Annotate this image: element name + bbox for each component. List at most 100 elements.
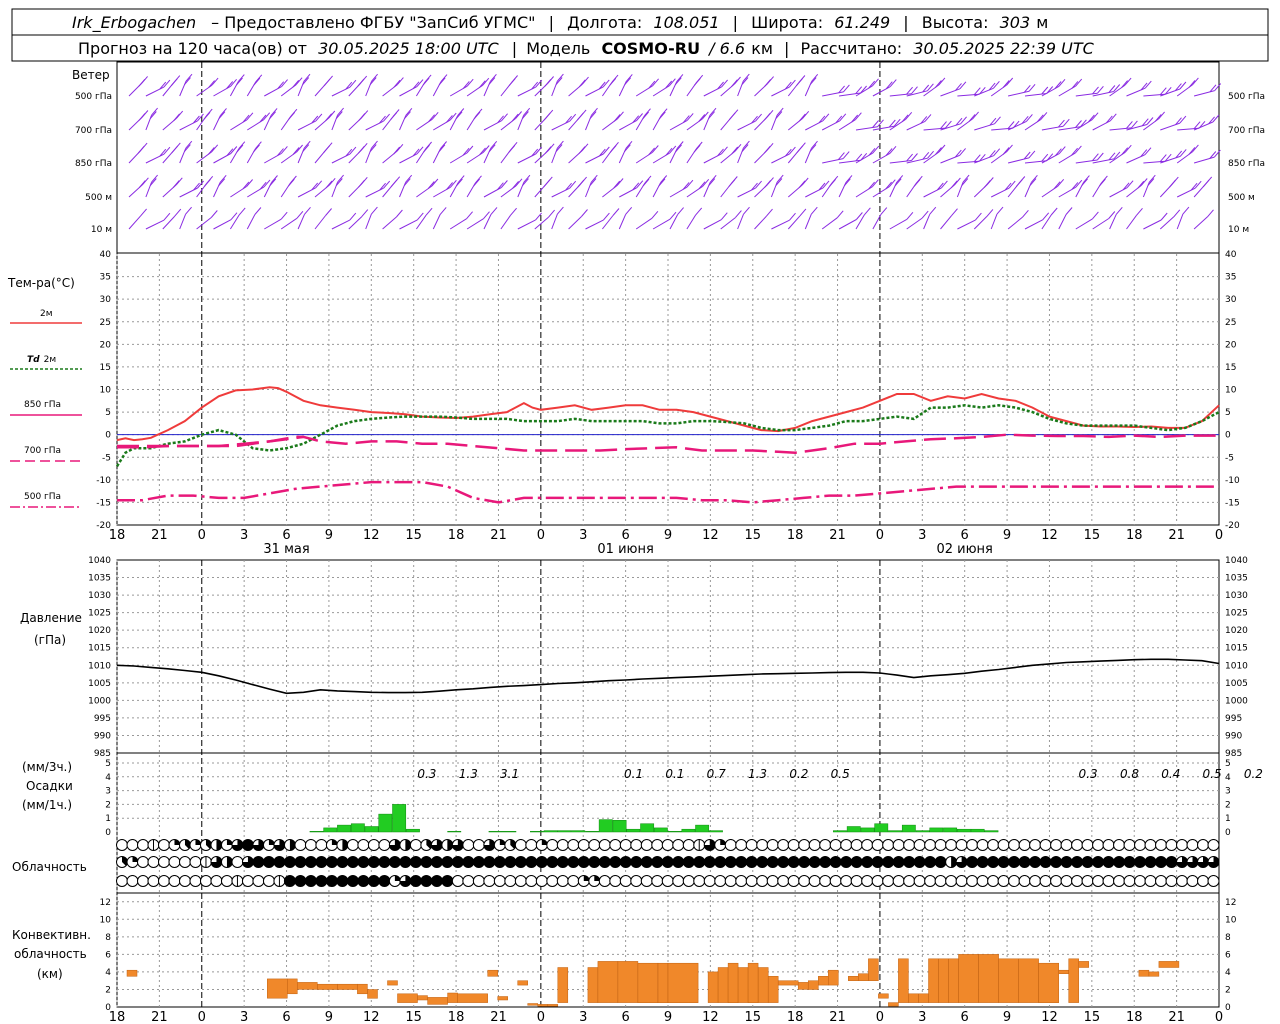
wind-barb-shaft [517, 153, 536, 164]
wind-barb [822, 84, 850, 97]
wind-barb-feather [922, 151, 930, 160]
wind-barb-feather [751, 182, 758, 191]
cloud-symbol [399, 875, 412, 887]
cloud-fill [641, 856, 653, 868]
wind-barb-feather [927, 83, 934, 92]
y-tick-label: 1025 [1225, 609, 1248, 619]
cloud-symbol [336, 875, 349, 887]
convective-bar [547, 1004, 559, 1007]
x-tick-label: 6 [961, 528, 969, 543]
wind-barb-shaft [128, 215, 141, 230]
precip-total-label: 0.3 [1079, 767, 1098, 781]
x-tick-label: 18 [448, 528, 465, 543]
wind-barb [230, 112, 254, 131]
x-tick-label: 6 [621, 1010, 629, 1024]
wind-barb-feather [1124, 77, 1132, 86]
precip-bar [447, 831, 462, 833]
cloud-symbol [357, 839, 370, 851]
cloud-symbol [672, 875, 685, 887]
cloud-circle [1144, 839, 1157, 851]
wind-barb [483, 113, 508, 131]
wind-barb-feather [888, 119, 896, 128]
wind-barb-feather [1031, 174, 1038, 183]
wind-barb-feather [625, 140, 633, 149]
convective-bar [808, 980, 819, 990]
x-tick-label: 12 [1041, 528, 1058, 543]
cloud-circle [703, 875, 716, 887]
wind-barb-feather [423, 144, 430, 153]
wind-barb-shaft [737, 187, 756, 198]
cloud-symbol [483, 856, 496, 868]
wind-barb [906, 83, 934, 97]
wind-barb-shaft [280, 217, 298, 230]
cloud-fill [347, 875, 359, 887]
cloud-symbol [1081, 856, 1094, 868]
cloud-symbol [955, 856, 968, 868]
wind-barb-feather [1054, 81, 1062, 89]
wind-barb [1007, 150, 1036, 164]
wind-barb [247, 179, 271, 198]
wind-barb-feather [253, 144, 260, 153]
wind-barb [399, 212, 424, 230]
y-tick-label: 0 [105, 828, 111, 838]
wind-barb-feather [818, 115, 826, 124]
y-tick-label: 1040 [88, 556, 111, 566]
cloud-fill [273, 856, 285, 868]
cloud-symbol [892, 856, 905, 868]
wind-barb-feather [1115, 206, 1123, 215]
wind-barb-feather [438, 77, 446, 86]
wind-barb-feather [416, 146, 424, 155]
wind-barb-feather [888, 179, 896, 188]
wind-barb-feather [835, 115, 843, 124]
wind-barb [280, 210, 304, 230]
wind-barb [652, 211, 677, 230]
cloud-fill [410, 856, 422, 868]
wind-barb-feather [784, 81, 792, 90]
cloud-symbol [504, 839, 517, 851]
wind-barb-feather [1029, 178, 1037, 186]
x-tick-label: 0 [1215, 1010, 1223, 1024]
cloud-symbol [724, 875, 737, 887]
wind-barb [619, 113, 643, 131]
wind-barb-feather [531, 148, 539, 157]
wind-barb [449, 78, 474, 97]
cloud-symbol [619, 875, 632, 887]
wind-barb [399, 174, 413, 198]
x-tick-label: 15 [405, 1010, 422, 1024]
cloud-circle [472, 875, 485, 887]
cloud-circle [987, 839, 1000, 851]
cloud-symbol [493, 856, 506, 868]
wind-barb-feather [708, 111, 715, 119]
wind-level-label: 500 м [1228, 193, 1255, 203]
wind-barb-feather [379, 115, 386, 124]
cloud-symbol [525, 839, 538, 851]
precip-bar [598, 819, 613, 833]
wind-barb [720, 109, 739, 131]
x-tick-label: 0 [1215, 528, 1223, 543]
wind-barb [179, 140, 193, 164]
cloud-symbol [619, 839, 632, 851]
wind-barb-feather [230, 78, 237, 87]
wind-barb [483, 73, 497, 97]
wind-barb-feather [457, 108, 465, 116]
wind-barb-feather [565, 115, 572, 124]
cloud-circle [514, 875, 527, 887]
wind-barb-shaft [669, 119, 688, 131]
wind-barb-shaft [974, 123, 995, 131]
cloud-symbol [976, 856, 989, 868]
wind-barb-feather [642, 111, 649, 120]
cloud-symbol [598, 875, 611, 887]
cloud-symbol [651, 875, 664, 887]
cloud-fill [263, 856, 275, 868]
wind-barb [872, 145, 897, 164]
x-tick-label: 12 [1041, 1010, 1058, 1024]
wind-barb [145, 79, 171, 97]
cloud-symbol [252, 839, 265, 851]
cloud-symbol [630, 839, 643, 851]
wind-barb-feather [801, 177, 809, 186]
wind-barb-feather [935, 147, 942, 155]
cloud-symbol [493, 875, 506, 887]
cloud-circle [126, 839, 139, 851]
cloud-circle [157, 839, 170, 851]
wind-barb-feather [1188, 80, 1196, 88]
